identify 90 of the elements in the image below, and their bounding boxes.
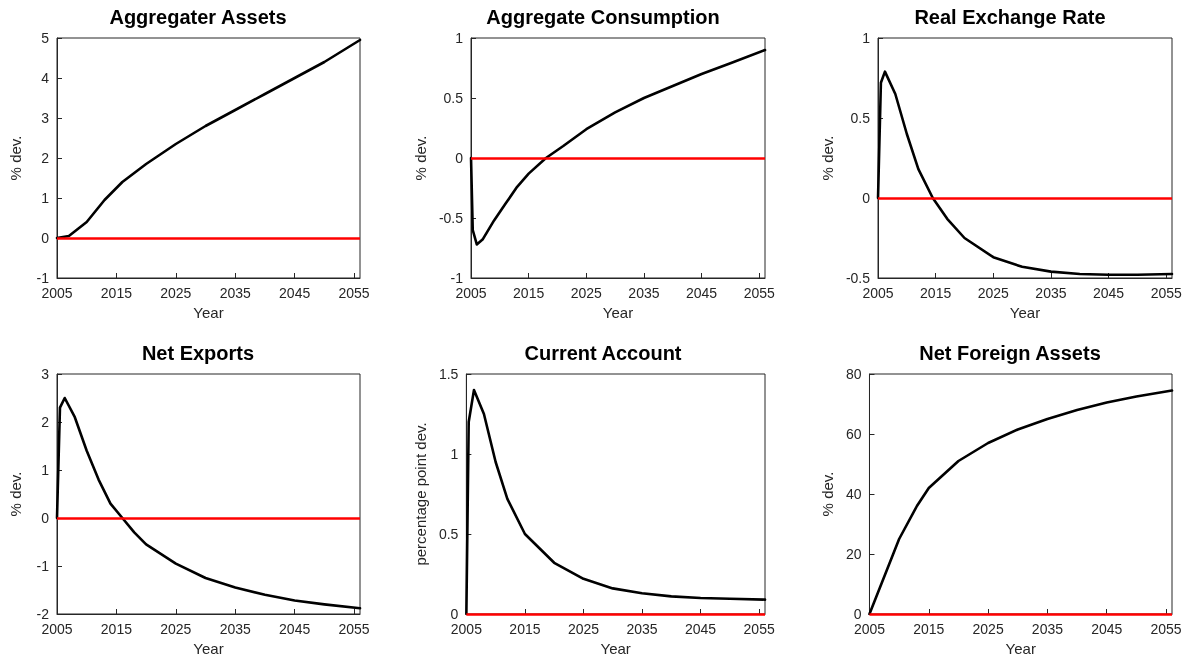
y-tick-label: 1 [41,190,50,206]
y-tick-label: 0 [853,606,862,622]
x-tick-label: 2015 [509,621,541,637]
line-series [55,396,362,610]
y-tick-label: 0 [41,510,50,526]
y-tick-label: 0 [455,150,464,166]
y-tick-label: 1 [455,30,464,46]
chart-title: Net Exports [141,342,255,364]
x-tick-label: 2015 [100,621,133,637]
y-tick-label: 1 [862,30,871,46]
x-tick-label: 2015 [920,285,952,301]
y-tick-label: 0 [862,190,871,206]
x-tick-label: 2025 [567,621,600,637]
chart-title: Aggregater Assets [109,6,287,28]
x-axis-title: Year [1009,303,1041,321]
y-tick-label: 1 [41,462,50,478]
y-tick-label: -0.5 [845,270,871,286]
x-tick-label: 2025 [160,285,192,301]
x-tick-label: 2045 [1093,285,1125,301]
x-tick-label: 2045 [686,285,718,301]
x-tick-label: 2045 [685,621,717,637]
x-tick-label: 2015 [913,621,945,637]
x-tick-label: 2045 [1091,621,1123,637]
x-axis-title: Year [193,639,224,657]
y-tick-label: 2 [41,150,50,166]
y-tick-label: 0.5 [438,526,459,542]
x-tick-label: 2035 [626,621,658,637]
y-tick-label: 0.5 [850,110,871,126]
x-tick-label: 2015 [513,285,545,301]
chart-title: Net Foreign Assets [919,342,1101,364]
y-tick-label: 20 [845,546,862,562]
x-tick-label: 2055 [1150,285,1183,301]
x-tick-label: 2005 [450,621,483,637]
x-tick-label: 2005 [862,285,894,301]
line-series [868,389,1174,616]
chart-title: Aggregate Consumption [486,6,720,28]
y-tick-label: 1.5 [438,366,459,382]
x-tick-label: 2005 [41,285,73,301]
line-series [469,48,767,246]
x-tick-label: 2035 [219,285,252,301]
y-tick-label: 80 [845,366,862,382]
y-tick-label: 0 [41,230,50,246]
x-tick-label: 2055 [743,285,776,301]
x-axis-title: Year [1005,639,1036,657]
x-tick-label: 2055 [1150,621,1182,637]
y-axis-title: % dev. [7,135,24,181]
x-tick-label: 2025 [977,285,1010,301]
y-tick-label: 0.5 [443,90,464,106]
y-tick-label: 40 [845,486,862,502]
y-tick-label: -0.5 [438,210,464,226]
x-tick-label: 2035 [1031,621,1064,637]
chart-title: Current Account [524,342,682,364]
x-tick-label: 2005 [41,621,73,637]
x-tick-label: 2025 [160,621,192,637]
y-tick-label: 4 [41,70,50,86]
x-tick-label: 2025 [570,285,603,301]
x-tick-label: 2015 [100,285,133,301]
y-tick-label: 2 [41,414,50,430]
x-tick-label: 2005 [455,285,487,301]
x-tick-label: 2035 [628,285,660,301]
y-tick-label: 60 [845,426,862,442]
x-tick-label: 2055 [743,621,775,637]
y-axis-title: % dev. [412,135,429,181]
y-tick-label: 0 [450,606,459,622]
y-tick-label: 3 [41,110,50,126]
x-tick-label: 2005 [853,621,886,637]
x-tick-label: 2045 [279,285,311,301]
y-tick-label: 3 [41,366,50,382]
x-tick-label: 2035 [1035,285,1067,301]
y-axis-title: % dev. [7,471,24,517]
y-axis-title: % dev. [819,135,836,181]
y-tick-label: 5 [41,30,50,46]
line-series [465,388,767,616]
y-tick-label: -2 [36,606,50,622]
y-tick-label: -1 [450,270,464,286]
x-axis-title: Year [602,303,634,321]
y-axis-title: % dev. [819,471,836,517]
x-tick-label: 2025 [972,621,1004,637]
y-tick-label: 1 [450,446,459,462]
x-tick-label: 2055 [338,621,370,637]
x-axis-title: Year [193,303,224,321]
x-axis-title: Year [600,639,631,657]
line-series [55,38,362,240]
y-axis-title: percentage point dev. [412,422,429,566]
x-tick-label: 2055 [338,285,370,301]
x-tick-label: 2045 [279,621,311,637]
chart-title: Real Exchange Rate [914,6,1106,28]
x-tick-label: 2035 [219,621,252,637]
y-tick-label: -1 [36,270,50,286]
y-tick-label: -1 [36,558,50,574]
